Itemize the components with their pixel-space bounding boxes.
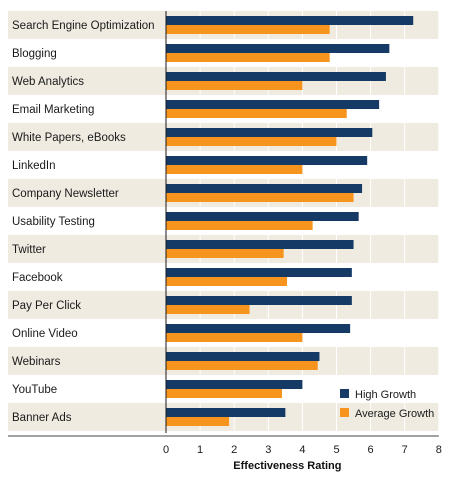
bar-high-growth: [166, 184, 363, 193]
bar-high-growth: [166, 380, 303, 389]
category-label: Facebook: [12, 272, 63, 284]
legend-swatch: [340, 408, 349, 417]
x-tick-label: 8: [436, 444, 442, 456]
category-label: Webinars: [12, 356, 61, 368]
bar-average-growth: [166, 333, 303, 342]
category-label: LinkedIn: [12, 160, 55, 172]
category-labels: Search Engine Optimization Blogging Web An…: [12, 20, 155, 424]
x-tick-label: 5: [333, 444, 339, 456]
bar-average-growth: [166, 137, 337, 146]
category-label: Usability Testing: [12, 216, 95, 228]
legend-label: High Growth: [355, 389, 416, 401]
bar-average-growth: [166, 25, 330, 34]
bar-high-growth: [166, 156, 368, 165]
bar-high-growth: [166, 408, 286, 417]
bar-average-growth: [166, 221, 313, 230]
x-tick-label: 3: [265, 444, 271, 456]
bars: [166, 16, 414, 426]
x-tick-label: 4: [299, 444, 305, 456]
legend-swatch: [340, 389, 349, 398]
x-axis: 0 1 2 3 4 5 6 7 8 Effectiveness Rating: [8, 11, 442, 472]
legend: High Growth Average Growth: [340, 389, 434, 420]
x-tick-label: 0: [163, 444, 169, 456]
x-tick-label: 6: [368, 444, 374, 456]
category-label: Search Engine Optimization: [12, 20, 155, 32]
category-label: Web Analytics: [12, 76, 84, 88]
bar-average-growth: [166, 81, 303, 90]
category-label: Twitter: [12, 244, 46, 256]
bar-average-growth: [166, 193, 354, 202]
bar-high-growth: [166, 268, 352, 277]
bar-average-growth: [166, 361, 318, 370]
category-label: Blogging: [12, 48, 57, 60]
bar-high-growth: [166, 212, 359, 221]
bar-high-growth: [166, 240, 354, 249]
category-label: Pay Per Click: [12, 300, 81, 312]
bar-high-growth: [166, 100, 380, 109]
legend-label: Average Growth: [355, 408, 434, 420]
bar-average-growth: [166, 277, 288, 286]
x-tick-label: 2: [231, 444, 237, 456]
x-tick-label: 1: [197, 444, 203, 456]
category-label: Online Video: [12, 328, 78, 340]
bar-high-growth: [166, 128, 373, 137]
bar-average-growth: [166, 53, 330, 62]
bar-average-growth: [166, 417, 230, 426]
x-tick-label: 7: [402, 444, 408, 456]
category-label: Email Marketing: [12, 104, 94, 116]
bar-average-growth: [166, 249, 284, 258]
bar-high-growth: [166, 324, 351, 333]
bar-high-growth: [166, 16, 414, 25]
bar-average-growth: [166, 305, 250, 314]
bar-average-growth: [166, 389, 282, 398]
category-label: White Papers, eBooks: [12, 132, 126, 144]
category-label: Company Newsletter: [12, 188, 119, 200]
bar-average-growth: [166, 109, 347, 118]
bar-high-growth: [166, 296, 352, 305]
bar-high-growth: [166, 352, 320, 361]
bar-high-growth: [166, 72, 386, 81]
x-axis-title: Effectiveness Rating: [233, 460, 341, 472]
bar-high-growth: [166, 44, 390, 53]
category-label: YouTube: [12, 384, 57, 396]
bar-average-growth: [166, 165, 303, 174]
category-label: Banner Ads: [12, 412, 72, 424]
